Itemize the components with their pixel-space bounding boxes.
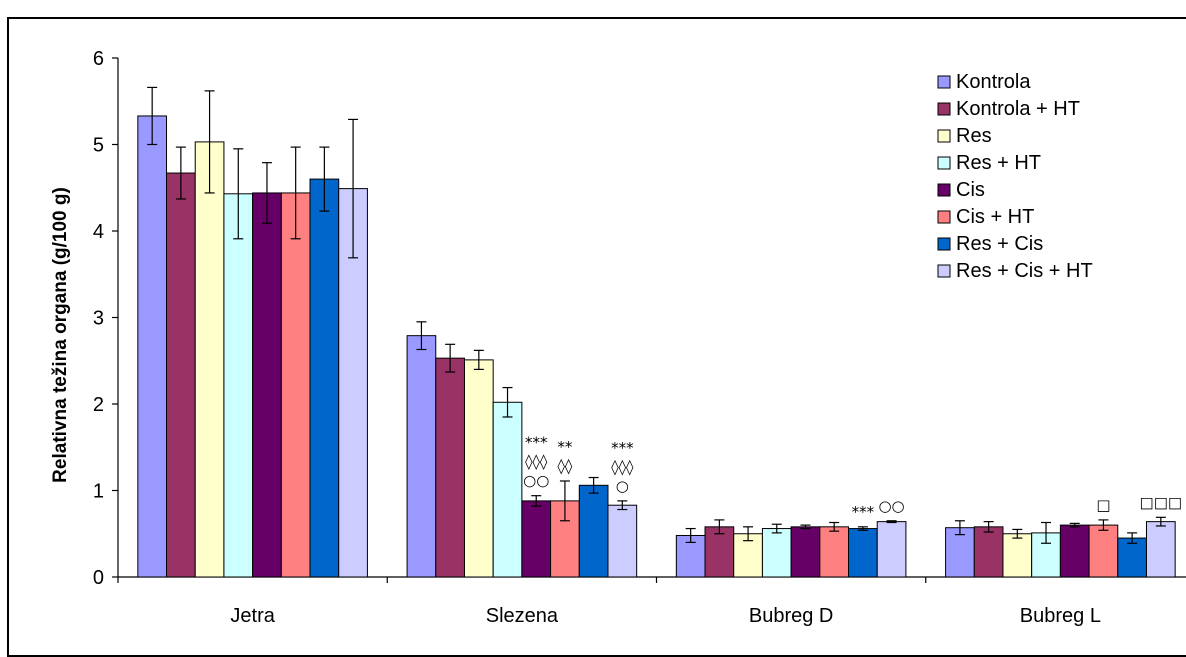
legend-label: Cis + HT	[956, 206, 1034, 228]
bar	[463, 359, 494, 578]
x-tick-label: Slezena	[486, 605, 559, 627]
significance-marker: ○○	[878, 497, 904, 515]
bar	[607, 504, 638, 578]
bars-layer	[137, 115, 1176, 578]
legend-swatch	[937, 183, 951, 197]
bar	[704, 526, 735, 578]
error-bars-layer	[147, 86, 1166, 544]
significance-marker: ***	[611, 439, 634, 457]
y-tick-label: 6	[93, 48, 104, 70]
y-tick-label: 2	[93, 394, 104, 416]
bar	[406, 335, 437, 578]
legend: Kontrola Kontrola + HT Res Res + HT Cis Cis +…	[937, 71, 1093, 282]
y-axis-label: Relativna težina organa (g/100 g)	[50, 187, 71, 483]
y-tick-label: 5	[93, 135, 104, 157]
significance-marker: ***	[525, 434, 548, 452]
y-tick-label: 1	[93, 481, 104, 503]
bar	[521, 500, 552, 578]
bar	[166, 172, 196, 578]
bar	[973, 526, 1004, 578]
bar	[194, 141, 225, 578]
x-tick-label: Bubreg D	[749, 605, 834, 627]
bar	[1145, 521, 1176, 578]
bar	[876, 521, 907, 578]
legend-label: Kontrola	[956, 71, 1031, 93]
significance-marker: ○○	[523, 472, 549, 490]
bar	[137, 115, 168, 578]
bar	[1117, 537, 1147, 578]
significance-marker: □□□	[1140, 493, 1183, 511]
bar	[435, 357, 465, 578]
legend-swatch	[937, 102, 951, 116]
bar	[1088, 524, 1119, 578]
bar	[223, 193, 254, 578]
bar	[1059, 524, 1090, 578]
y-tick-label: 0	[93, 567, 104, 589]
bar	[761, 528, 792, 578]
legend-swatch	[937, 129, 951, 143]
legend-label: Res + Cis + HT	[956, 260, 1093, 282]
legend-swatch	[937, 156, 951, 170]
significance-marker: □	[1096, 496, 1110, 514]
bar	[1002, 533, 1033, 578]
legend-swatch	[937, 75, 951, 89]
bar	[309, 178, 340, 578]
bar	[790, 526, 821, 578]
significance-marker: ◊◊◊	[611, 458, 634, 476]
x-tick-label: Bubreg L	[1020, 605, 1101, 627]
bar	[819, 526, 850, 578]
bar	[578, 484, 609, 578]
legend-label: Res + HT	[956, 152, 1041, 174]
significance-marker: ◊◊◊	[525, 453, 548, 471]
legend-swatch	[937, 210, 951, 224]
legend-swatch	[937, 264, 951, 278]
bar	[280, 192, 311, 578]
y-tick-label: 4	[93, 221, 104, 243]
legend-swatch	[937, 237, 951, 251]
y-tick-label: 3	[93, 308, 104, 330]
significance-marker: ***	[852, 503, 875, 521]
bar	[848, 528, 878, 578]
legend-label: Kontrola + HT	[956, 98, 1080, 120]
bar	[945, 527, 975, 578]
bar	[492, 401, 523, 578]
bar	[550, 500, 580, 578]
bar	[252, 192, 282, 578]
significance-marker: **	[557, 438, 573, 456]
legend-label: Res + Cis	[956, 233, 1043, 255]
legend-label: Res	[956, 125, 992, 147]
legend-label: Cis	[956, 179, 985, 201]
significance-marker: ◊◊	[558, 457, 573, 475]
x-tick-label: Jetra	[230, 605, 275, 627]
annotations-layer: ***◊◊◊○○**◊◊***◊◊◊○*** ○○ □ □□□	[523, 434, 1182, 521]
significance-marker: ○	[616, 477, 629, 495]
